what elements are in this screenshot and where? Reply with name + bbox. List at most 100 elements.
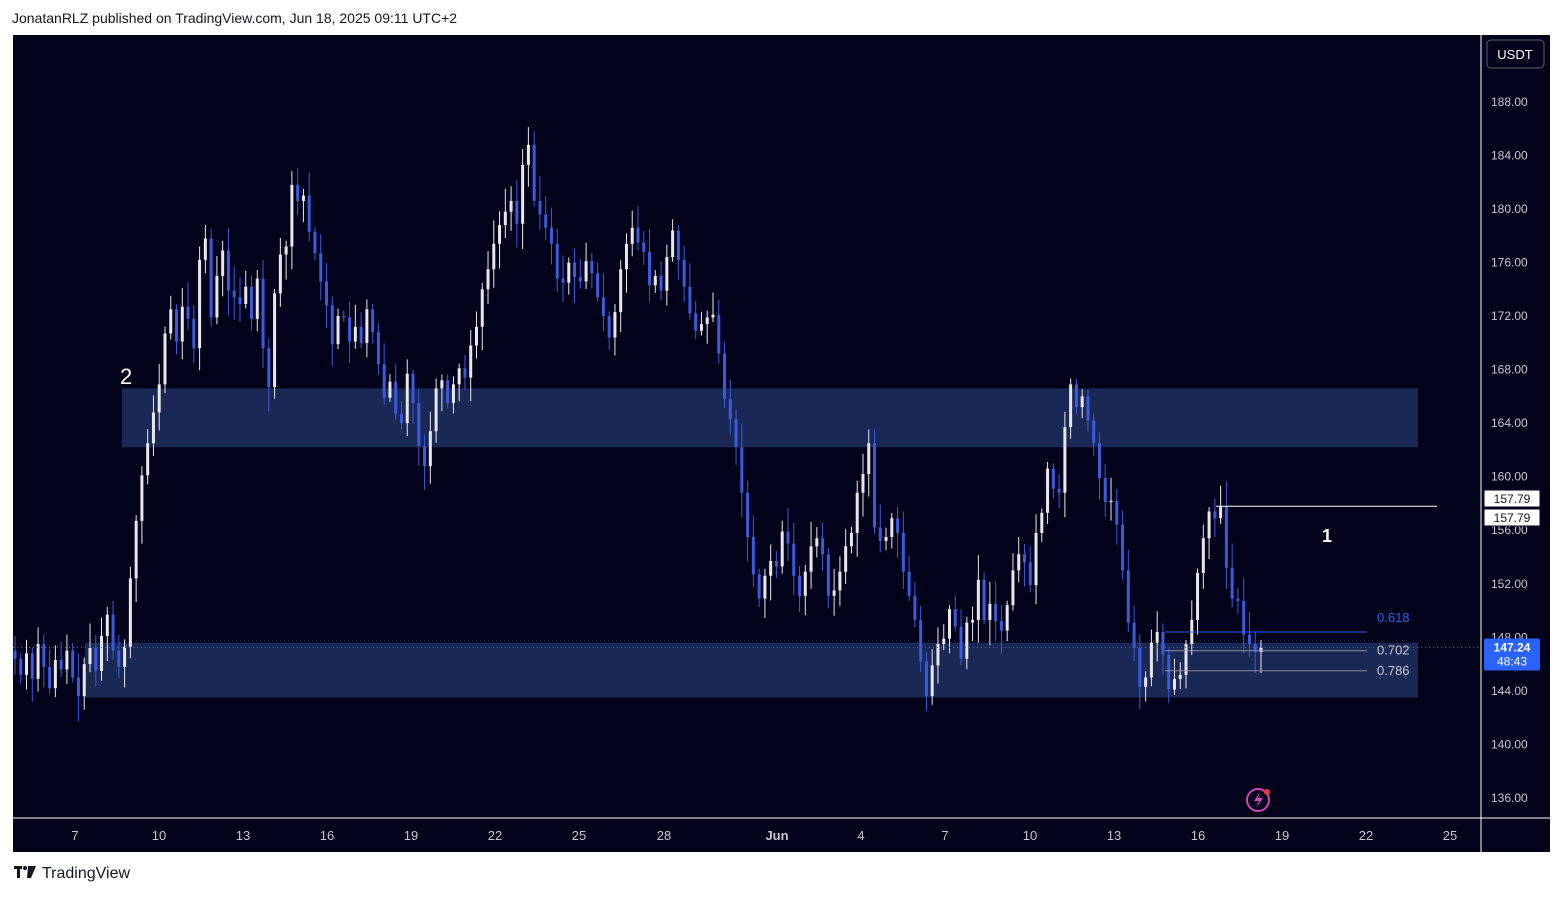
candle-body	[151, 412, 155, 444]
candle-body	[590, 261, 594, 274]
candle-body	[653, 275, 657, 286]
candle-body	[913, 595, 917, 620]
candle-body	[723, 353, 727, 400]
candle-body	[948, 609, 951, 639]
candle-body	[186, 306, 190, 319]
candle-body	[930, 665, 934, 697]
price-tick-label: 136.00	[1491, 791, 1528, 805]
candle-body	[1121, 524, 1125, 571]
price-tick-label: 172.00	[1491, 309, 1528, 323]
candle-body	[1155, 631, 1159, 643]
candle-body	[117, 650, 121, 667]
candle-body	[1138, 648, 1142, 687]
candle-body	[157, 384, 161, 413]
candle-body	[25, 653, 29, 675]
candle-body	[999, 621, 1003, 631]
candle-body	[826, 554, 830, 596]
candle-body	[699, 324, 703, 331]
candle-body	[59, 660, 63, 670]
lower-demand-zone	[85, 642, 1418, 698]
candlestick-chart[interactable]: 0.618 0.702 0.786 2 1 188.00 184.00 180.00 176.0…	[13, 35, 1550, 852]
tradingview-logo-icon[interactable]	[14, 865, 36, 883]
candle-body	[469, 345, 473, 378]
candle-body	[82, 664, 86, 697]
candle-body	[717, 314, 721, 354]
candle-body	[751, 536, 755, 575]
candle-body	[428, 431, 432, 466]
candle-body	[1224, 506, 1228, 568]
candle-body	[1144, 677, 1148, 687]
candle-body	[705, 317, 709, 325]
candle-body	[76, 677, 80, 697]
candle-body	[42, 644, 46, 667]
candle-body	[521, 164, 525, 224]
candle-body	[642, 242, 646, 252]
candle-body	[798, 575, 802, 596]
time-tick-label: 19	[1275, 828, 1289, 843]
candle-body	[965, 622, 969, 659]
candle-body	[255, 278, 259, 319]
candle-body	[146, 443, 150, 476]
candle-body	[1219, 506, 1223, 519]
candle-body	[601, 297, 605, 317]
time-tick-label: 4	[857, 828, 864, 843]
candle-body	[30, 653, 34, 679]
candle-body	[757, 574, 761, 599]
candle-body	[399, 413, 403, 424]
candle-body	[578, 277, 582, 282]
time-tick-label: 7	[941, 828, 948, 843]
candle-body	[873, 443, 877, 528]
candle-body	[394, 381, 398, 414]
candle-body	[532, 144, 536, 201]
candle-body	[1034, 532, 1038, 586]
fib-level-label: 0.618	[1377, 610, 1410, 625]
price-tick-label: 140.00	[1491, 737, 1528, 751]
candle-body	[671, 230, 675, 258]
candle-body	[942, 638, 946, 644]
candle-body	[417, 403, 421, 446]
candle-body	[855, 492, 859, 533]
candle-body	[1126, 570, 1130, 623]
candle-body	[769, 561, 773, 576]
candle-body	[123, 646, 127, 667]
footer-brand[interactable]: TradingView	[42, 865, 131, 882]
candle-body	[111, 614, 115, 651]
time-tick-label: 28	[657, 828, 671, 843]
current-price-label: 147.24	[1494, 640, 1531, 654]
candle-body	[682, 259, 686, 287]
candle-body	[711, 314, 715, 318]
candle-body	[71, 650, 75, 678]
candle-body	[140, 475, 144, 521]
candle-body	[924, 661, 928, 697]
candle-body	[405, 373, 409, 424]
candle-body	[1046, 468, 1050, 513]
candle-body	[1196, 573, 1200, 620]
publisher-header: JonatanRLZ published on TradingView.com,…	[12, 10, 458, 26]
candle-body	[273, 293, 277, 388]
candle-body	[763, 575, 767, 599]
candle-body	[65, 650, 69, 670]
candle-body	[648, 251, 652, 286]
candle-body	[780, 531, 784, 567]
price-tick-label: 180.00	[1491, 202, 1528, 216]
candle-body	[296, 184, 300, 201]
price-tick-label: 184.00	[1491, 148, 1528, 162]
candle-body	[971, 619, 975, 623]
candle-body	[267, 348, 271, 388]
chart-panel[interactable]: 0.618 0.702 0.786 2 1 188.00 184.00 180.00 176.0…	[13, 35, 1550, 852]
candle-body	[1259, 647, 1263, 653]
candle-body	[353, 326, 357, 342]
candle-body	[134, 520, 138, 579]
candle-body	[792, 543, 796, 576]
candle-body	[376, 332, 380, 365]
time-tick-label: 25	[1443, 828, 1457, 843]
candle-body	[515, 200, 519, 224]
candle-body	[1207, 511, 1211, 539]
candle-body	[821, 538, 825, 555]
candle-body	[250, 286, 254, 319]
candle-body	[175, 309, 179, 342]
candle-body	[336, 316, 340, 345]
candle-body	[1178, 674, 1182, 679]
candle-body	[100, 635, 104, 671]
candle-body	[503, 211, 507, 226]
